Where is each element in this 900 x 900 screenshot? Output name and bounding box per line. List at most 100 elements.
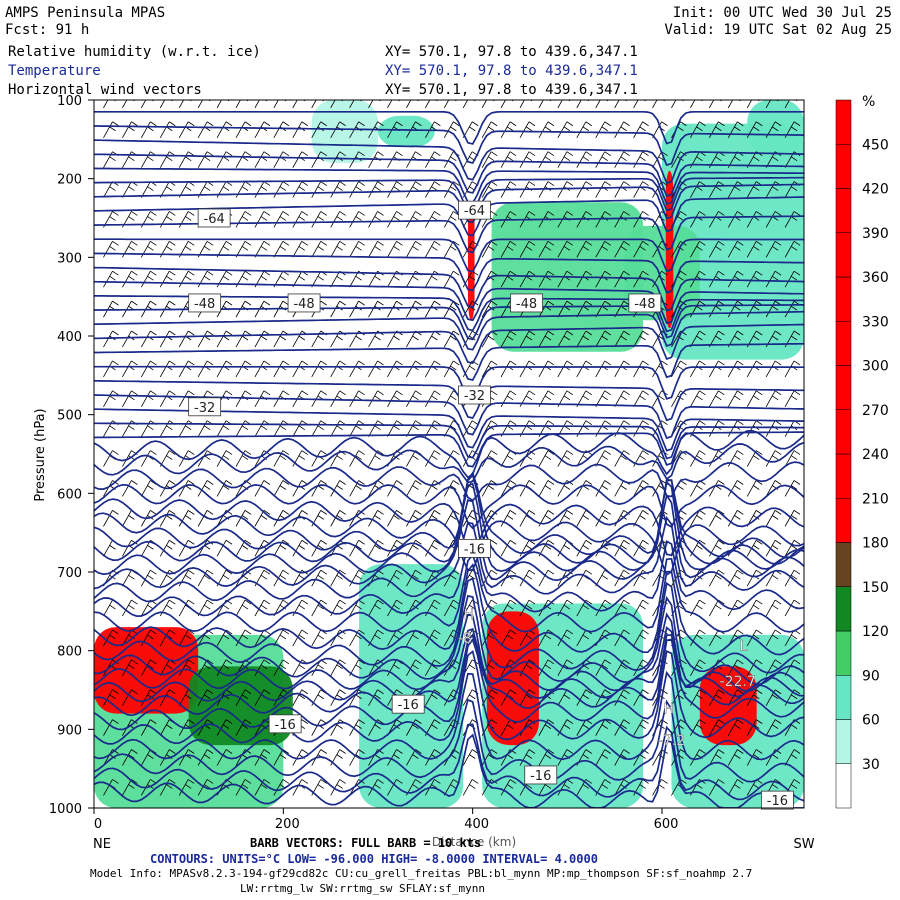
colorbar-segment <box>835 276 852 322</box>
barb-flag <box>528 181 536 186</box>
barb-staff <box>103 629 113 647</box>
barb-staff <box>254 100 260 109</box>
barb-staff <box>140 719 151 736</box>
barb-flag <box>450 784 457 789</box>
barb-flag <box>642 629 649 635</box>
barb-flag <box>771 544 779 550</box>
barb-staff <box>254 121 265 138</box>
barb-staff <box>443 241 454 258</box>
barb-staff <box>690 480 700 497</box>
barb-flag <box>450 186 457 191</box>
barb-flag <box>431 544 438 550</box>
barb-staff <box>349 100 355 109</box>
barb-flag <box>336 694 343 700</box>
barb-flag <box>415 510 422 515</box>
barb-flag <box>374 425 381 431</box>
barb-flag <box>128 784 135 789</box>
barb-staff <box>216 121 227 138</box>
barb-flag <box>339 599 346 605</box>
barb-flag <box>774 390 782 396</box>
barb-flag <box>696 455 703 460</box>
barb-flag <box>112 450 119 455</box>
barb-flag <box>263 659 271 665</box>
colorbar-tick-label: 390 <box>862 226 889 242</box>
barb-flag <box>547 211 555 216</box>
barb-staff <box>690 241 700 258</box>
barb-staff <box>292 100 298 109</box>
barb-flag <box>793 689 801 695</box>
barb-staff <box>576 330 587 348</box>
barb-staff <box>140 480 151 497</box>
barb-staff <box>708 480 719 497</box>
barb-staff <box>311 100 317 109</box>
barb-flag <box>358 719 365 724</box>
wind-barb <box>178 569 195 587</box>
barb-flag <box>244 450 252 455</box>
barb-flag <box>374 604 381 610</box>
barb-flag <box>374 634 381 640</box>
barb-flag <box>790 275 798 281</box>
wind-barb <box>368 390 384 407</box>
barb-staff <box>406 420 416 437</box>
barb-flag <box>260 515 268 520</box>
barb-staff <box>746 450 757 467</box>
barb-staff <box>595 480 606 497</box>
barb-flag <box>244 510 252 515</box>
barb-flag <box>283 92 289 96</box>
wind-barb <box>557 629 574 647</box>
barb-flag <box>301 749 309 754</box>
barb-flag <box>718 390 725 396</box>
wind-barb <box>708 300 725 318</box>
wind-barb <box>159 510 176 527</box>
barb-flag <box>187 450 195 455</box>
barb-staff <box>103 360 113 378</box>
barb-staff <box>254 241 265 258</box>
barb-flag <box>544 335 552 341</box>
barb-flag <box>282 539 290 545</box>
barb-staff <box>387 659 397 677</box>
barb-flag <box>563 335 571 341</box>
barb-flag <box>582 246 590 251</box>
barb-flag <box>468 275 476 281</box>
barb-flag <box>696 634 703 640</box>
barb-flag <box>358 151 365 156</box>
barb-flag <box>225 480 233 485</box>
barb-flag <box>128 724 135 729</box>
wind-barb <box>406 510 422 527</box>
barb-flag <box>506 604 514 610</box>
wind-barb <box>708 749 725 766</box>
contour-label-box <box>188 293 222 313</box>
barb-flag <box>604 300 611 306</box>
barb-staff <box>538 271 549 288</box>
barb-flag <box>506 156 514 161</box>
barb-flag <box>317 275 324 281</box>
barb-staff <box>368 100 374 109</box>
barb-flag <box>320 480 327 485</box>
barb-flag <box>415 241 422 246</box>
barb-staff <box>633 599 643 617</box>
barb-flag <box>582 335 590 341</box>
barb-flag <box>623 270 630 276</box>
wind-barb <box>614 599 630 617</box>
barb-flag <box>187 749 195 754</box>
wind-barb <box>424 420 441 437</box>
barb-staff <box>500 100 506 109</box>
barb-flag <box>699 300 706 306</box>
barb-staff <box>519 271 530 288</box>
barb-staff <box>424 510 435 527</box>
barb-flag <box>128 126 135 132</box>
barb-flag <box>226 92 232 96</box>
barb-flag <box>544 485 552 490</box>
barb-flag <box>415 420 422 426</box>
barb-flag <box>563 126 571 132</box>
barb-staff <box>330 151 341 168</box>
model-info-physics: LW:rrtmg_lw SW:rrtmg_sw SFLAY:sf_mynn <box>240 882 486 895</box>
barb-staff <box>178 599 189 617</box>
wind-barb <box>633 599 649 617</box>
barb-flag <box>378 92 384 96</box>
barb-staff <box>727 749 738 766</box>
rh-region <box>378 115 435 148</box>
barb-staff <box>424 450 435 467</box>
barb-flag <box>563 604 571 610</box>
